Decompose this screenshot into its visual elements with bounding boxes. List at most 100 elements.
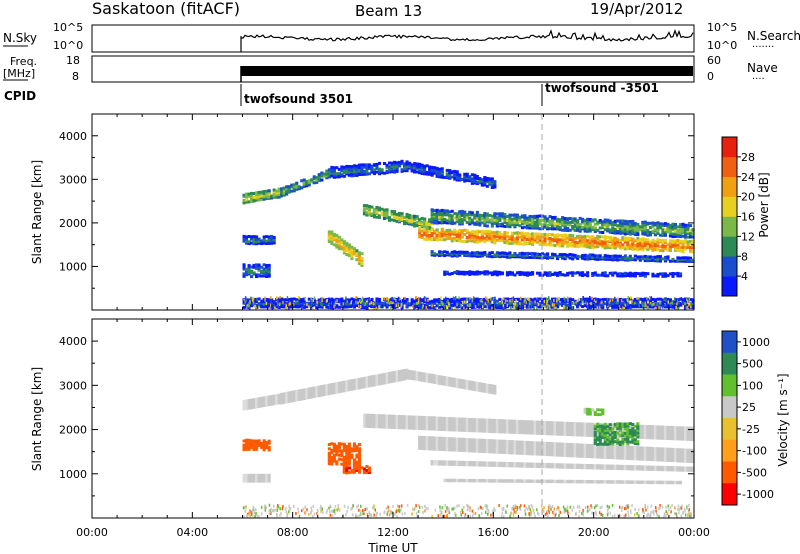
power-cell bbox=[393, 164, 397, 168]
power-speckle bbox=[627, 302, 630, 306]
power-cell bbox=[463, 270, 467, 274]
power-cell bbox=[566, 229, 570, 232]
power-cell bbox=[536, 252, 540, 256]
power-cell bbox=[676, 243, 680, 247]
power-cell bbox=[556, 235, 560, 239]
power-cell bbox=[648, 246, 652, 250]
power-cell bbox=[357, 262, 361, 266]
velocity-speckle bbox=[312, 515, 314, 518]
power-cell bbox=[265, 197, 269, 200]
power-cell bbox=[611, 242, 615, 246]
power-cell bbox=[520, 214, 524, 218]
power-speckle bbox=[288, 303, 290, 306]
power-cell bbox=[621, 298, 625, 302]
power-cell bbox=[578, 225, 582, 229]
power-speckle bbox=[422, 304, 424, 308]
ground-scatter-cell bbox=[518, 462, 522, 468]
ground-scatter-cell bbox=[561, 463, 565, 469]
ground-scatter-cell bbox=[671, 426, 675, 441]
ground-scatter-cell bbox=[463, 437, 467, 453]
power-cell bbox=[455, 212, 459, 216]
ground-scatter-cell bbox=[257, 473, 261, 483]
power-cell bbox=[606, 244, 610, 248]
power-cell bbox=[646, 229, 650, 233]
power-cell bbox=[603, 274, 607, 278]
velocity-speckle bbox=[302, 507, 305, 511]
power-cell bbox=[463, 252, 467, 256]
power-cell bbox=[385, 165, 389, 169]
power-cell bbox=[505, 235, 509, 239]
velocity-cell bbox=[626, 422, 630, 426]
power-speckle bbox=[564, 306, 566, 310]
power-speckle bbox=[659, 300, 661, 304]
ground-scatter-cell bbox=[613, 480, 617, 484]
ground-scatter-cell bbox=[661, 480, 665, 485]
power-cell bbox=[505, 221, 509, 225]
velocity-speckle bbox=[623, 515, 625, 519]
power-cell bbox=[425, 230, 429, 234]
power-cell bbox=[247, 271, 251, 275]
power-cell bbox=[388, 165, 392, 169]
power-cell bbox=[601, 242, 605, 246]
power-speckle bbox=[363, 302, 365, 306]
power-cell bbox=[648, 226, 652, 229]
power-cell bbox=[435, 219, 439, 223]
nave-key: ···· bbox=[752, 74, 765, 85]
power-speckle bbox=[355, 300, 357, 304]
power-cell bbox=[357, 301, 361, 305]
velocity-cell bbox=[621, 442, 625, 446]
velocity-speckle bbox=[332, 509, 334, 513]
velocity-speckle bbox=[578, 505, 581, 509]
ground-scatter-cell bbox=[638, 424, 642, 439]
power-cell bbox=[265, 191, 269, 195]
power-cell bbox=[377, 302, 381, 306]
power-cell bbox=[267, 189, 271, 193]
power-cell bbox=[648, 305, 652, 309]
power-cell bbox=[671, 305, 675, 309]
power-cell bbox=[320, 174, 324, 178]
ground-scatter-cell bbox=[460, 417, 464, 432]
velocity-cell bbox=[342, 467, 346, 471]
ground-scatter-cell bbox=[468, 461, 472, 467]
power-speckle bbox=[311, 300, 313, 304]
power-cell bbox=[277, 191, 281, 195]
ground-scatter-cell bbox=[591, 480, 595, 484]
power-cell bbox=[428, 306, 432, 310]
ground-scatter-cell bbox=[556, 463, 560, 469]
power-cell bbox=[525, 273, 529, 277]
power-cell bbox=[493, 222, 497, 226]
power-cell bbox=[581, 219, 585, 223]
power-cell bbox=[440, 211, 444, 215]
power-cell bbox=[473, 234, 477, 238]
ground-scatter-cell bbox=[646, 425, 650, 440]
velocity-speckle bbox=[478, 514, 480, 518]
ground-scatter-cell bbox=[556, 442, 560, 457]
ground-scatter-cell bbox=[543, 479, 547, 484]
power-cell bbox=[458, 230, 462, 234]
power-cell bbox=[375, 304, 379, 308]
power-speckle bbox=[596, 306, 599, 310]
ground-scatter-cell bbox=[628, 465, 632, 471]
noise-panel: N.Sky 10^5 10^0 10^5 10^0 N.Search ·····… bbox=[3, 21, 800, 53]
power-cell bbox=[616, 226, 620, 229]
power-cell bbox=[558, 271, 562, 274]
velocity-speckle bbox=[416, 514, 419, 518]
power-cell bbox=[633, 222, 637, 226]
velocity-cell bbox=[606, 435, 610, 439]
velocity-cell bbox=[616, 438, 620, 442]
ground-scatter-cell bbox=[568, 463, 572, 469]
power-cell bbox=[518, 270, 522, 274]
power-cell bbox=[473, 297, 477, 301]
power-speckle bbox=[500, 298, 503, 302]
ground-scatter-cell bbox=[573, 463, 577, 469]
power-speckle bbox=[689, 302, 691, 306]
power-cell bbox=[465, 250, 469, 254]
ground-scatter-cell bbox=[626, 445, 630, 460]
velocity-speckle bbox=[360, 509, 362, 513]
power-cell bbox=[367, 213, 371, 217]
power-cell bbox=[245, 240, 249, 244]
power-cell bbox=[508, 255, 512, 259]
power-cell bbox=[403, 216, 407, 220]
power-cell bbox=[375, 210, 379, 214]
power-cell bbox=[676, 241, 680, 245]
